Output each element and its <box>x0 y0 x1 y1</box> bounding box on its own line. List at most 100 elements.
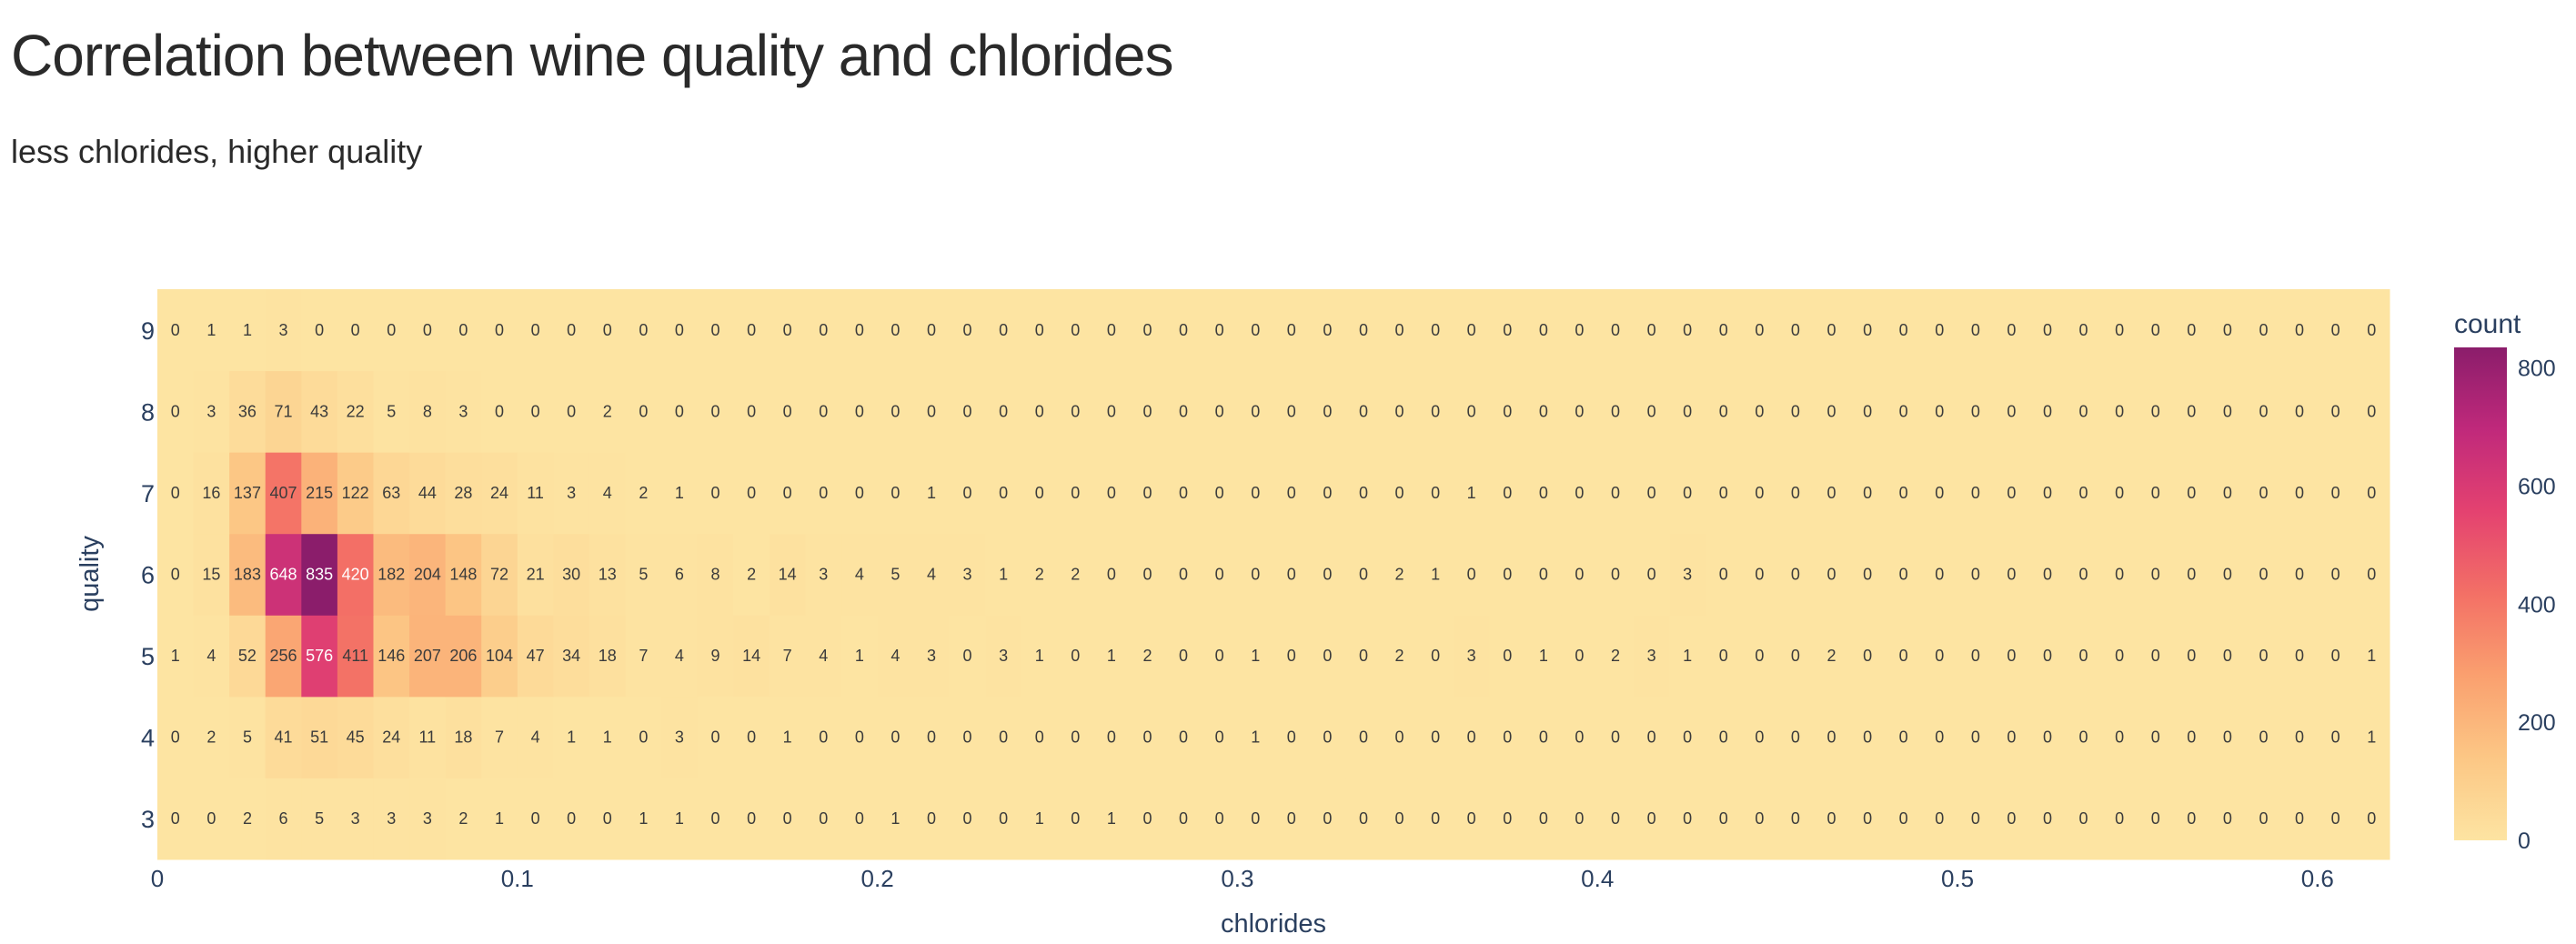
cell-value-label: 0 <box>2223 566 2232 584</box>
heatmap-cell <box>2029 370 2067 453</box>
cell-value-label: 0 <box>603 809 612 828</box>
cell-value-label: 0 <box>927 728 936 747</box>
cell-value-label: 0 <box>1142 566 1152 584</box>
cell-value-label: 0 <box>2115 728 2124 747</box>
heatmap-cell <box>445 696 482 778</box>
heatmap-cell <box>1381 533 1418 616</box>
heatmap-cell <box>1741 370 1778 453</box>
cell-value-label: 0 <box>2043 484 2052 502</box>
heatmap-cell <box>1957 778 1995 860</box>
cell-value-label: 0 <box>2295 566 2304 584</box>
heatmap-cell <box>2101 289 2138 372</box>
cell-value-label: 0 <box>1251 484 1260 502</box>
heatmap-cell <box>661 452 699 535</box>
heatmap-cell <box>2245 615 2282 698</box>
chart-title: Correlation between wine quality and chl… <box>11 23 1173 88</box>
heatmap-cell <box>1273 615 1311 698</box>
heatmap-cell <box>2353 696 2390 778</box>
y-tick-label: 5 <box>141 643 155 670</box>
heatmap-cell <box>2209 533 2247 616</box>
heatmap-cell <box>1885 533 1922 616</box>
cell-value-label: 14 <box>742 647 760 665</box>
cell-value-label: 2 <box>603 402 612 420</box>
heatmap-cell <box>265 289 302 372</box>
cell-value-label: 0 <box>1503 647 1512 665</box>
heatmap-cell <box>2029 615 2067 698</box>
cell-value-label: 0 <box>1215 484 1224 502</box>
heatmap-cell <box>337 533 374 616</box>
heatmap-cell <box>2065 289 2102 372</box>
heatmap-cell <box>157 533 195 616</box>
heatmap-cell <box>1813 615 1850 698</box>
cell-value-label: 0 <box>2331 402 2340 420</box>
cell-value-label: 0 <box>1647 402 1656 420</box>
heatmap-cell <box>1057 370 1094 453</box>
cell-value-label: 0 <box>1179 809 1188 828</box>
heatmap-cell <box>877 778 914 860</box>
heatmap-cell <box>1453 615 1490 698</box>
cell-value-label: 0 <box>1863 566 1872 584</box>
cell-value-label: 0 <box>1431 647 1440 665</box>
cell-value-label: 0 <box>2295 321 2304 339</box>
cell-value-label: 71 <box>275 402 293 420</box>
heatmap-cell <box>2065 452 2102 535</box>
heatmap-cell <box>1489 696 1526 778</box>
heatmap-cell <box>517 696 554 778</box>
heatmap-cell <box>1849 778 1887 860</box>
heatmap-cell <box>625 533 662 616</box>
heatmap-cell <box>1597 696 1635 778</box>
heatmap-cell <box>1093 289 1131 372</box>
cell-value-label: 0 <box>2079 484 2088 502</box>
heatmap-cell <box>1237 533 1274 616</box>
cell-value-label: 0 <box>2259 647 2268 665</box>
cell-value-label: 0 <box>675 402 684 420</box>
heatmap-cell <box>913 452 951 535</box>
cell-value-label: 0 <box>1791 484 1800 502</box>
heatmap-cell <box>229 696 267 778</box>
heatmap-cell <box>1021 615 1059 698</box>
heatmap-cell <box>2065 533 2102 616</box>
cell-value-label: 3 <box>206 402 216 420</box>
cell-value-label: 0 <box>1395 402 1404 420</box>
heatmap-cell <box>1741 533 1778 616</box>
heatmap-cell <box>445 533 482 616</box>
cell-value-label: 0 <box>1251 321 1260 339</box>
cell-value-label: 5 <box>315 809 324 828</box>
cell-value-label: 18 <box>599 647 617 665</box>
heatmap-cell <box>1849 452 1887 535</box>
cell-value-label: 0 <box>1215 728 1224 747</box>
cell-value-label: 0 <box>171 402 180 420</box>
cell-value-label: 4 <box>891 647 900 665</box>
cell-value-label: 0 <box>1935 566 1944 584</box>
heatmap-cell <box>733 289 770 372</box>
cell-value-label: 0 <box>1575 647 1584 665</box>
cell-value-label: 0 <box>891 484 900 502</box>
heatmap-cell <box>1885 696 1922 778</box>
cell-value-label: 0 <box>1359 484 1368 502</box>
cell-value-label: 0 <box>1215 647 1224 665</box>
heatmap-cell <box>1525 696 1563 778</box>
heatmap-cell <box>517 370 554 453</box>
heatmap-cell <box>553 452 590 535</box>
heatmap-cell <box>841 778 879 860</box>
cell-value-label: 0 <box>2151 402 2160 420</box>
heatmap-cell <box>1813 778 1850 860</box>
cell-value-label: 0 <box>1575 809 1584 828</box>
cell-value-label: 4 <box>927 566 936 584</box>
heatmap-cell <box>301 533 338 616</box>
cell-value-label: 0 <box>1575 728 1584 747</box>
cell-value-label: 0 <box>1431 809 1440 828</box>
cell-value-label: 0 <box>1287 321 1296 339</box>
heatmap-cell <box>193 696 230 778</box>
cell-value-label: 0 <box>2259 321 2268 339</box>
cell-value-label: 0 <box>1251 402 1260 420</box>
y-axis-title: quality <box>75 536 105 612</box>
cell-value-label: 0 <box>1539 728 1548 747</box>
colorbar-tick-label: 800 <box>2518 357 2556 382</box>
heatmap-cell <box>409 615 447 698</box>
heatmap-cell <box>1489 370 1526 453</box>
heatmap-cell <box>1525 370 1563 453</box>
cell-value-label: 0 <box>1647 566 1656 584</box>
heatmap-cell <box>2173 370 2210 453</box>
heatmap-cell <box>2317 533 2354 616</box>
